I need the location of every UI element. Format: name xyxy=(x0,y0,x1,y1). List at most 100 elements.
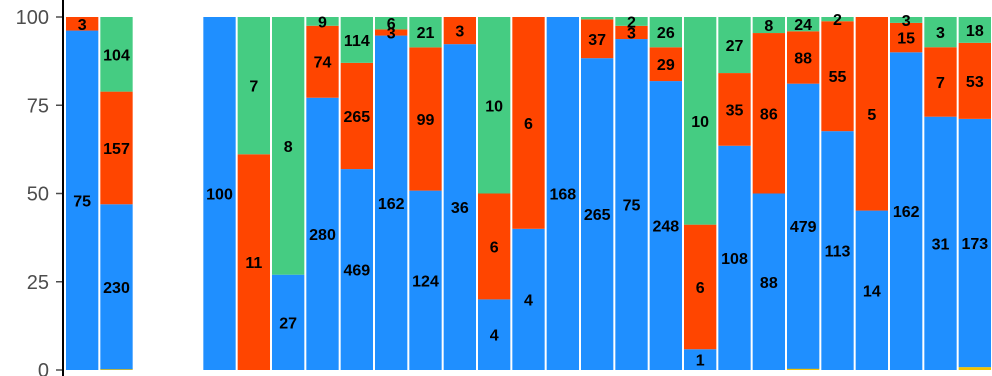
bar-data-label: 11 xyxy=(245,255,262,272)
bar-segment-green xyxy=(478,17,511,194)
bar-data-label: 6 xyxy=(490,239,499,256)
bar-data-label: 3 xyxy=(78,17,87,34)
bar-segment-green xyxy=(100,17,133,92)
bar-segment-green xyxy=(752,17,785,34)
bar-segment-red xyxy=(684,224,717,350)
bar-segment-red xyxy=(443,17,476,45)
bar-data-label: 168 xyxy=(549,187,576,204)
bar-data-label: 100 xyxy=(206,187,233,204)
bar-data-label: 230 xyxy=(103,280,130,297)
bar-data-label: 10 xyxy=(485,98,503,115)
bar-data-label: 2 xyxy=(833,12,842,29)
bar-segment-red xyxy=(100,91,133,205)
bar-segment-green xyxy=(821,17,854,22)
bar-data-label: 3 xyxy=(936,25,945,42)
bar-segment-red xyxy=(478,193,511,300)
bars xyxy=(66,17,991,371)
y-tick-label: 25 xyxy=(27,272,49,294)
bar-data-label: 21 xyxy=(417,25,435,42)
bar-data-label: 75 xyxy=(73,193,91,210)
bar-data-label: 55 xyxy=(829,69,847,86)
bar-data-label: 173 xyxy=(961,236,988,253)
bar-data-label: 248 xyxy=(652,219,679,236)
bar-segment-red xyxy=(718,73,751,146)
bar-data-label: 3 xyxy=(627,25,636,42)
bar-segment-blue xyxy=(512,228,545,370)
bar-data-label: 99 xyxy=(417,112,435,129)
bar-segment-green xyxy=(718,17,751,74)
bar-segment-yellow xyxy=(958,367,991,370)
bar-segment-red xyxy=(66,17,99,31)
bar-labels: 7532301571041001172782807494692651141623… xyxy=(73,12,988,370)
bar-data-label: 265 xyxy=(343,109,370,126)
bar-segment-red xyxy=(375,29,408,36)
bar-segment-blue xyxy=(272,274,305,370)
bar-segment-red xyxy=(306,25,339,98)
bar-data-label: 24 xyxy=(794,17,812,34)
bar-segment-blue xyxy=(821,131,854,370)
bar-data-label: 37 xyxy=(588,32,606,49)
bar-segment-green xyxy=(306,17,339,26)
bar-segment-blue xyxy=(340,169,373,370)
bar-segment-blue xyxy=(958,118,991,368)
bar-data-label: 108 xyxy=(721,251,748,268)
bar-segment-blue xyxy=(924,116,957,370)
bar-segment-red xyxy=(752,33,785,194)
bar-data-label: 26 xyxy=(657,25,675,42)
bar-data-label: 124 xyxy=(412,273,439,290)
bar-data-label: 280 xyxy=(309,227,336,244)
bar-data-label: 8 xyxy=(764,18,773,35)
bar-data-label: 36 xyxy=(451,200,469,217)
bar-segment-blue xyxy=(306,97,339,370)
bar-data-label: 1 xyxy=(696,353,705,370)
bar-data-label: 29 xyxy=(657,57,675,74)
bar-segment-green xyxy=(615,17,648,26)
bar-segment-green xyxy=(890,17,923,23)
bar-data-label: 162 xyxy=(378,196,405,213)
bar-data-label: 74 xyxy=(314,55,332,72)
bar-data-label: 18 xyxy=(966,23,984,40)
bar-data-label: 27 xyxy=(726,38,744,55)
bar-segment-blue xyxy=(890,52,923,371)
bar-data-label: 265 xyxy=(584,207,611,224)
bar-segment-red xyxy=(787,31,820,84)
y-tick-label: 50 xyxy=(27,184,49,206)
bar-segment-red xyxy=(512,17,545,229)
bar-data-label: 88 xyxy=(760,275,778,292)
bar-segment-blue xyxy=(546,17,579,370)
bar-data-label: 10 xyxy=(691,114,709,131)
bar-segment-green xyxy=(272,17,305,275)
bar-segment-red xyxy=(958,42,991,119)
bar-data-label: 3 xyxy=(387,25,396,42)
bar-segment-blue xyxy=(855,210,888,370)
bar-data-label: 2 xyxy=(627,14,636,31)
bar-segment-blue xyxy=(375,35,408,370)
bar-segment-blue xyxy=(443,44,476,371)
bar-segment-green xyxy=(237,17,270,155)
bar-segment-red xyxy=(615,25,648,40)
bar-segment-red xyxy=(340,62,373,170)
bar-segment-blue xyxy=(409,190,442,370)
bar-segment-blue xyxy=(100,204,133,370)
bar-segment-green xyxy=(924,17,957,48)
bar-data-label: 35 xyxy=(726,102,744,119)
bar-data-label: 157 xyxy=(103,141,130,158)
bar-segment-green xyxy=(684,17,717,225)
y-tick-label: 100 xyxy=(16,7,49,29)
bar-segment-green xyxy=(581,17,614,20)
bar-data-label: 53 xyxy=(966,74,984,91)
bar-segment-green xyxy=(649,17,682,48)
bar-segment-blue xyxy=(787,83,820,369)
bar-data-label: 104 xyxy=(103,47,130,64)
y-tick-label: 0 xyxy=(38,360,49,376)
y-tick-label: 75 xyxy=(27,95,49,117)
bar-data-label: 479 xyxy=(790,219,817,236)
bar-data-label: 4 xyxy=(490,328,499,345)
bar-data-label: 27 xyxy=(279,315,297,332)
bar-segment-red xyxy=(890,22,923,53)
bar-segment-red xyxy=(581,19,614,59)
bar-data-label: 3 xyxy=(902,13,911,30)
bar-data-label: 6 xyxy=(524,116,533,133)
bar-data-label: 162 xyxy=(893,204,920,221)
